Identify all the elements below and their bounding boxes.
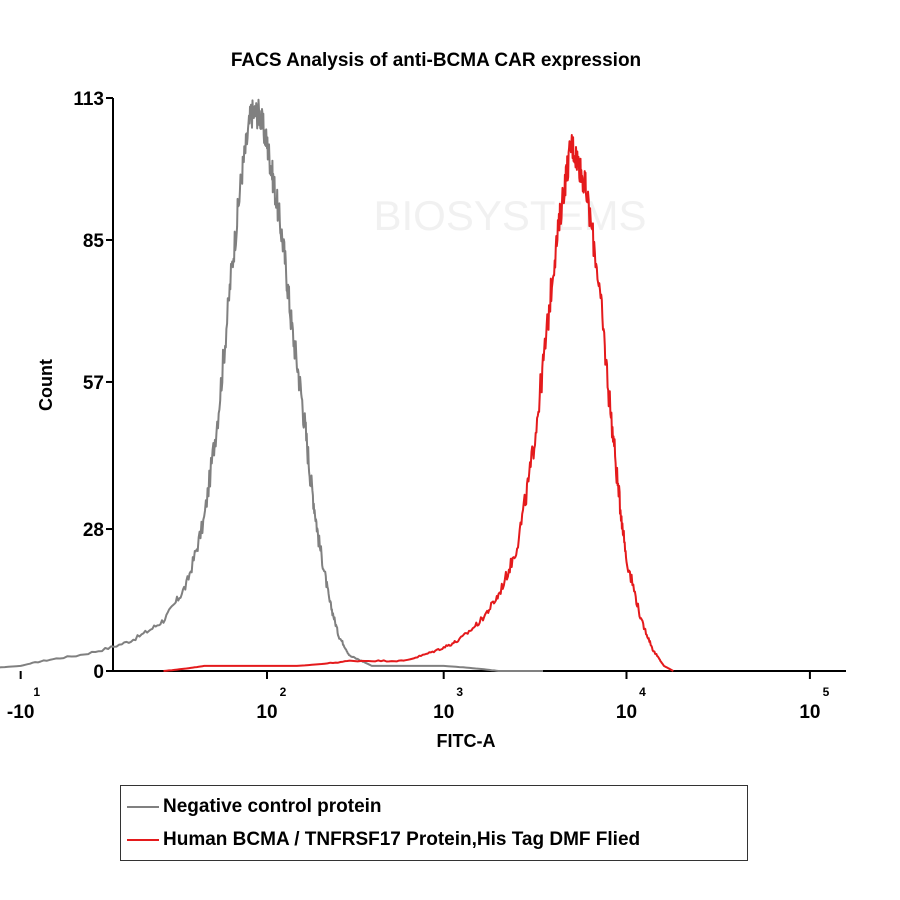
legend-swatch-human-bcma bbox=[127, 839, 159, 841]
legend-label-negative-control: Negative control protein bbox=[163, 796, 382, 817]
legend-item-human-bcma: Human BCMA / TNFRSF17 Protein,His Tag DM… bbox=[127, 826, 640, 854]
x-tick-label: 10 bbox=[256, 702, 277, 723]
series-group bbox=[0, 98, 674, 672]
x-tick-exponent: 2 bbox=[280, 685, 287, 699]
legend-swatch-negative-control bbox=[127, 806, 159, 808]
watermark-text: BIOSYSTEMS bbox=[373, 192, 646, 239]
chart-title: FACS Analysis of anti-BCMA CAR expressio… bbox=[231, 50, 641, 71]
x-axis-label: FITC-A bbox=[437, 731, 496, 751]
x-tick-exponent: 5 bbox=[823, 685, 830, 699]
legend-item-negative-control: Negative control protein bbox=[127, 793, 382, 821]
x-tick-label: 10 bbox=[616, 702, 637, 723]
y-axis-label: Count bbox=[36, 359, 56, 411]
x-tick-exponent: 3 bbox=[456, 685, 463, 699]
x-tick-exponent: 4 bbox=[639, 685, 646, 699]
series-line-0 bbox=[0, 98, 543, 672]
x-tick-label: 10 bbox=[433, 702, 454, 723]
chart: BIOSYSTEMS FACS Analysis of anti-BCMA CA… bbox=[0, 50, 846, 751]
series-line-1 bbox=[163, 134, 674, 672]
y-ticks: 0 28 57 85 113 bbox=[73, 89, 113, 683]
x-tick-label: -10 bbox=[7, 702, 34, 723]
legend-label-human-bcma: Human BCMA / TNFRSF17 Protein,His Tag DM… bbox=[163, 829, 641, 850]
legend: Negative control protein Human BCMA / TN… bbox=[120, 785, 748, 861]
x-tick-exponent: 1 bbox=[33, 685, 40, 699]
y-tick-label: 57 bbox=[83, 373, 104, 394]
y-tick-label: 0 bbox=[93, 662, 104, 683]
y-tick-label: 113 bbox=[73, 89, 104, 110]
y-tick-label: 85 bbox=[83, 231, 105, 252]
x-tick-label: 10 bbox=[799, 702, 820, 723]
y-tick-label: 28 bbox=[83, 520, 104, 541]
